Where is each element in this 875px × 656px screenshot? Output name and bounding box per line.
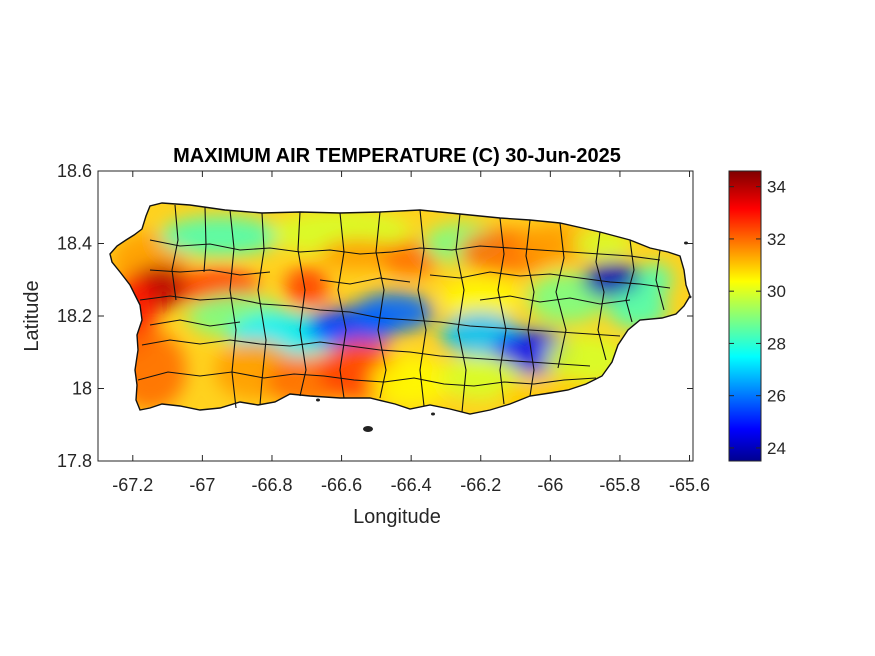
- colorbar: 24 26 28 30 32 34: [728, 170, 786, 462]
- temperature-blob: [636, 263, 673, 296]
- temperature-blob: [159, 216, 280, 257]
- x-tick-label: -67: [189, 475, 215, 495]
- y-tick-label: 18.4: [57, 234, 92, 254]
- colorbar-tick-label: 26: [767, 387, 786, 406]
- municipality-boundary: [555, 222, 567, 369]
- x-tick-label: -66.6: [321, 475, 362, 495]
- municipality-boundary: [595, 231, 607, 361]
- temperature-blob: [517, 223, 598, 264]
- municipality-boundary: [149, 269, 271, 276]
- colorbar-tick-label: 28: [767, 334, 786, 353]
- municipality-boundary: [337, 212, 347, 399]
- municipality-boundary: [229, 209, 237, 409]
- x-tick-label: -66: [537, 475, 563, 495]
- x-tick-label: -66.4: [391, 475, 432, 495]
- municipality-boundary: [375, 211, 387, 399]
- chart-title: MAXIMUM AIR TEMPERATURE (C) 30-Jun-2025: [173, 145, 621, 167]
- y-tick-label: 18.2: [57, 306, 92, 326]
- municipality-boundary: [149, 239, 661, 261]
- municipality-boundary: [203, 206, 207, 273]
- y-tick-label: 17.8: [57, 451, 92, 471]
- y-tick-label: 18.6: [57, 161, 92, 181]
- temperature-blob: [371, 356, 452, 407]
- x-tick-label: -67.2: [112, 475, 153, 495]
- municipality-boundary: [417, 209, 427, 407]
- municipality-boundary: [319, 277, 411, 285]
- colorbar-tick-label: 24: [767, 439, 786, 458]
- small-islets: [316, 241, 692, 432]
- colorbar-tick-label: 30: [767, 282, 786, 301]
- temperature-blob: [353, 292, 434, 333]
- island-outline: [109, 202, 691, 415]
- x-tick-label: -65.6: [669, 475, 710, 495]
- municipality-boundary: [141, 339, 591, 367]
- x-axis-label: Longitude: [353, 506, 441, 528]
- y-axis: 17.8 18 18.2 18.4 18.6: [57, 161, 693, 471]
- municipality-boundary: [525, 219, 535, 397]
- municipality-boundary: [625, 239, 635, 323]
- municipality-boundary: [149, 319, 241, 327]
- municipality-boundary: [455, 213, 467, 413]
- colorbar-tick-label: 32: [767, 230, 786, 249]
- y-tick-label: 18: [72, 379, 92, 399]
- colorbar-gradient: [728, 170, 762, 462]
- municipality-boundary: [297, 211, 307, 397]
- municipality-boundary: [257, 212, 267, 406]
- y-axis-label: Latitude: [21, 280, 43, 351]
- x-tick-label: -66.8: [251, 475, 292, 495]
- municipality-boundary: [497, 217, 507, 405]
- temperature-blob: [284, 267, 329, 307]
- municipality-boundary: [137, 371, 597, 387]
- temperature-blob: [440, 277, 521, 318]
- x-tick-label: -66.2: [460, 475, 501, 495]
- municipality-boundary: [429, 271, 671, 289]
- colorbar-tick-label: 34: [767, 178, 786, 197]
- municipality-boundary: [171, 204, 179, 301]
- municipality-boundaries: [137, 204, 671, 413]
- x-tick-label: -65.8: [599, 475, 640, 495]
- municipality-boundary: [479, 295, 631, 305]
- x-axis: -67.2 -67 -66.8 -66.6 -66.4 -66.2 -66 -65.8 -65.…: [112, 171, 710, 495]
- municipality-boundary: [655, 249, 665, 311]
